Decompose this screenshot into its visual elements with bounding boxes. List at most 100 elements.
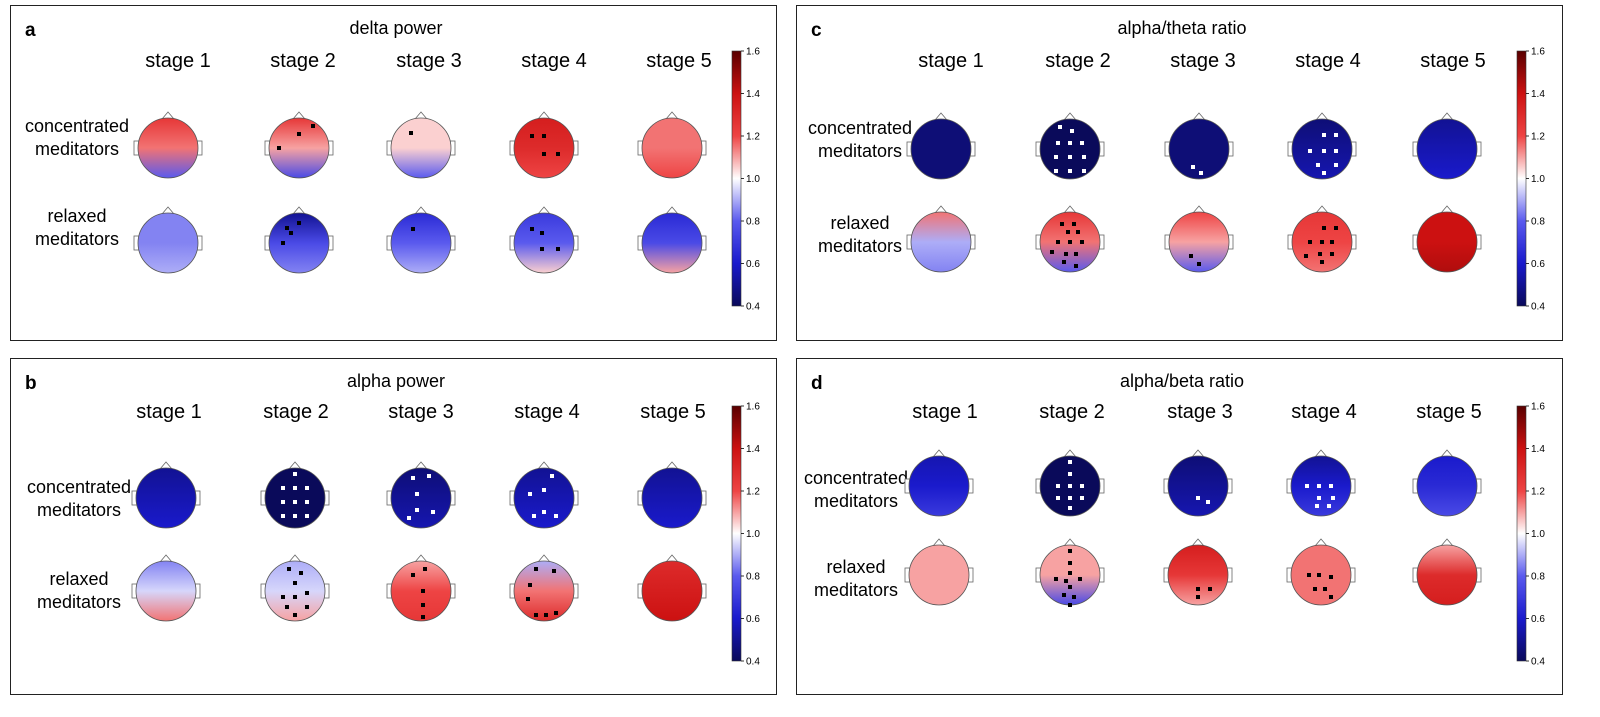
- significant-electrode-marker: [1078, 577, 1082, 581]
- significant-electrode-marker: [1062, 593, 1066, 597]
- significant-electrode-marker: [1068, 603, 1072, 607]
- row-label-concentrated: concentrated meditators: [27, 476, 131, 522]
- topomap-relaxed-stage-1: [131, 554, 201, 622]
- topomap-relaxed-stage-4: [509, 554, 579, 622]
- significant-electrode-marker: [293, 472, 297, 476]
- scalp-map: [264, 560, 326, 622]
- colorbar-tick-label: 1.4: [1531, 89, 1545, 100]
- significant-electrode-marker: [556, 247, 560, 251]
- topomap-relaxed-stage-5: [637, 554, 707, 622]
- significant-electrode-marker: [1072, 222, 1076, 226]
- significant-electrode-marker: [1068, 155, 1072, 159]
- significant-electrode-marker: [1068, 460, 1072, 464]
- colorbar-tick-label: 1.6: [1531, 402, 1545, 413]
- colorbar-tick-label: 0.6: [746, 614, 760, 625]
- row-label-line: meditators: [817, 141, 903, 161]
- colorbar-tick-label: 1.4: [746, 444, 760, 455]
- topomap-relaxed-stage-2: [260, 554, 330, 622]
- colorbar-tick-label: 1.2: [1531, 487, 1545, 498]
- significant-electrode-marker: [550, 474, 554, 478]
- stage-label: stage 4: [514, 401, 580, 423]
- significant-electrode-marker: [1082, 155, 1086, 159]
- significant-electrode-marker: [1068, 561, 1072, 565]
- row-label-line: concentrated: [807, 118, 913, 138]
- significant-electrode-marker: [1068, 585, 1072, 589]
- significant-electrode-marker: [1068, 472, 1072, 476]
- topomap-concentrated-stage-5: [1412, 449, 1482, 517]
- significant-electrode-marker: [1068, 571, 1072, 575]
- stage-label: stage 2: [1039, 401, 1105, 423]
- significant-electrode-marker: [544, 613, 548, 617]
- significant-electrode-marker: [1064, 579, 1068, 583]
- row-label-line: meditators: [34, 139, 120, 159]
- colorbar-tick-label: 1.2: [746, 487, 760, 498]
- panel-letter: d: [811, 373, 823, 394]
- topomap-concentrated-stage-2: [1035, 112, 1105, 180]
- topomap-concentrated-stage-4: [1287, 112, 1357, 180]
- significant-electrode-marker: [542, 152, 546, 156]
- stage-label: stage 1: [136, 401, 202, 423]
- row-label-line: relaxed: [49, 569, 109, 589]
- significant-electrode-marker: [281, 514, 285, 518]
- stage-label: stage 5: [1420, 50, 1486, 72]
- colorbar-tick-label: 1.2: [1531, 132, 1545, 143]
- significant-electrode-marker: [1054, 155, 1058, 159]
- significant-electrode-marker: [1080, 484, 1084, 488]
- scalp-map: [513, 117, 575, 179]
- stage-label: stage 1: [912, 401, 978, 423]
- significant-electrode-marker: [1334, 149, 1338, 153]
- scalp-map: [1168, 211, 1230, 273]
- scalp-map: [137, 212, 199, 274]
- panel-letter: c: [811, 20, 822, 41]
- significant-electrode-marker: [423, 567, 427, 571]
- colorbar-tick-label: 1.6: [746, 402, 760, 413]
- significant-electrode-marker: [1189, 254, 1193, 258]
- scalp-map: [1416, 544, 1478, 606]
- topomap-relaxed-stage-3: [1163, 538, 1233, 606]
- topomap-relaxed-stage-3: [1164, 205, 1234, 273]
- topomap-concentrated-stage-3: [386, 111, 456, 179]
- stage-label: stage 3: [1167, 401, 1233, 423]
- significant-electrode-marker: [1308, 240, 1312, 244]
- significant-electrode-marker: [1054, 169, 1058, 173]
- row-label-line: meditators: [817, 236, 903, 256]
- row-label-concentrated: concentrated meditators: [25, 115, 129, 161]
- significant-electrode-marker: [281, 486, 285, 490]
- significant-electrode-marker: [285, 226, 289, 230]
- stage-label: stage 4: [521, 50, 587, 72]
- stage-label: stage 3: [1170, 50, 1236, 72]
- significant-electrode-marker: [285, 605, 289, 609]
- significant-electrode-marker: [1082, 169, 1086, 173]
- panel-title: alpha/beta ratio: [1119, 371, 1245, 391]
- row-label-line: concentrated: [26, 477, 132, 497]
- significant-electrode-marker: [1322, 149, 1326, 153]
- significant-electrode-marker: [534, 567, 538, 571]
- topomap-concentrated-stage-2: [264, 111, 334, 179]
- significant-electrode-marker: [1327, 504, 1331, 508]
- significant-electrode-marker: [1329, 484, 1333, 488]
- colorbar-tick-label: 0.4: [1531, 302, 1545, 313]
- significant-electrode-marker: [311, 124, 315, 128]
- scalp-map: [1416, 455, 1478, 517]
- topomap-relaxed-stage-4: [1287, 205, 1357, 273]
- colorbar-tick-label: 0.4: [746, 302, 760, 313]
- significant-electrode-marker: [1334, 133, 1338, 137]
- significant-electrode-marker: [542, 134, 546, 138]
- colorbar: 1.6 1.4 1.2 1.0 0.8 0.6 0.4: [731, 402, 760, 668]
- colorbar-tick-label: 1.0: [746, 529, 760, 540]
- significant-electrode-marker: [1323, 587, 1327, 591]
- topomap-concentrated-stage-1: [133, 111, 203, 179]
- significant-electrode-marker: [421, 603, 425, 607]
- row-label-line: meditators: [813, 491, 899, 511]
- significant-electrode-marker: [1316, 163, 1320, 167]
- scalp-map: [135, 560, 197, 622]
- significant-electrode-marker: [1313, 587, 1317, 591]
- significant-electrode-marker: [421, 589, 425, 593]
- significant-electrode-marker: [293, 514, 297, 518]
- colorbar: 1.6 1.4 1.2 1.0 0.8 0.6 0.4: [731, 47, 760, 313]
- topomap-concentrated-stage-5: [1412, 112, 1482, 180]
- significant-electrode-marker: [1076, 230, 1080, 234]
- significant-electrode-marker: [277, 146, 281, 150]
- significant-electrode-marker: [1334, 163, 1338, 167]
- colorbar-tick-label: 0.6: [1531, 259, 1545, 270]
